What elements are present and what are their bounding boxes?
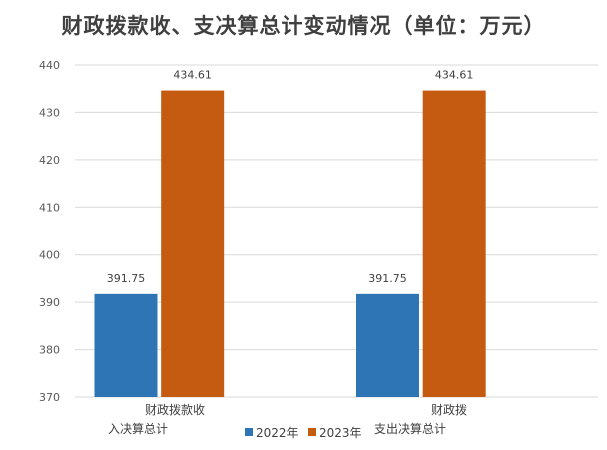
y-tick-label: 410 — [39, 201, 60, 214]
bar — [161, 90, 225, 398]
y-tick-label: 380 — [39, 344, 60, 357]
legend-swatch — [245, 428, 253, 436]
y-tick-label: 420 — [39, 154, 60, 167]
data-label: 434.61 — [173, 69, 212, 82]
y-tick-label: 440 — [39, 59, 60, 72]
y-tick-label: 370 — [39, 391, 60, 404]
legend-label: 2022年 — [256, 426, 299, 440]
x-category-label: 入决算总计 — [108, 421, 168, 436]
chart-title: 财政拨款收、支决算总计变动情况（单位：万元） — [61, 14, 546, 38]
y-tick-label: 430 — [39, 106, 60, 119]
data-label: 391.75 — [107, 272, 146, 285]
data-label: 391.75 — [368, 272, 407, 285]
bar — [355, 293, 419, 397]
x-category-label: 支出决算总计 — [374, 421, 446, 436]
y-tick-label: 400 — [39, 249, 60, 262]
x-category-label: 财政拨款收 — [145, 403, 205, 417]
data-label: 434.61 — [435, 69, 474, 82]
legend-label: 2023年 — [319, 426, 362, 440]
x-category-label: 财政拨 — [431, 403, 467, 417]
legend-swatch — [308, 428, 316, 436]
y-tick-label: 390 — [39, 296, 60, 309]
bar — [422, 90, 486, 398]
bar — [94, 293, 158, 397]
